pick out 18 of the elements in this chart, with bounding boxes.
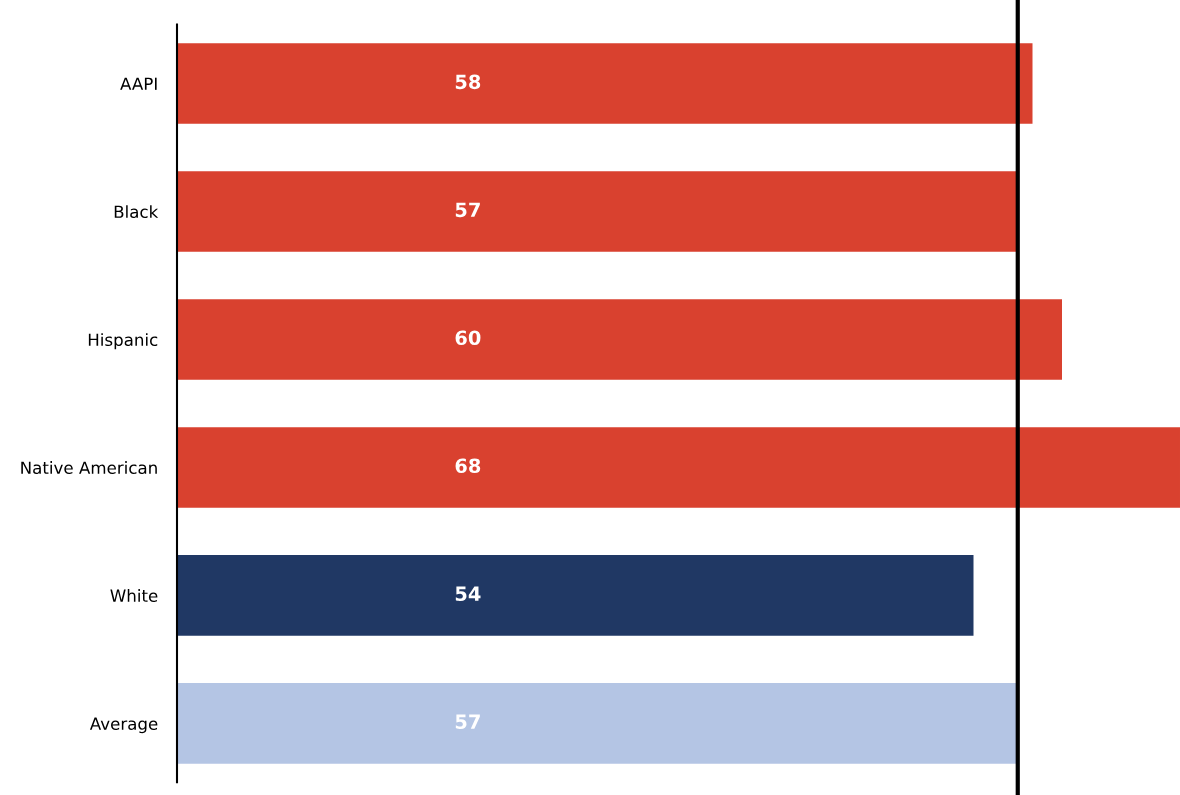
data-label: 57: [455, 714, 480, 730]
y-tick-label: AAPI: [120, 77, 157, 90]
data-label: 54: [455, 586, 481, 602]
data-label: 57: [455, 202, 480, 218]
data-label: 58: [455, 74, 481, 90]
bar: [177, 171, 1018, 252]
y-tick-label: Native American: [21, 461, 157, 475]
bar: [177, 683, 1018, 764]
data-label: 60: [455, 330, 481, 346]
data-label: 68: [455, 458, 481, 474]
bar: [177, 299, 1062, 380]
y-tick-label: White: [110, 589, 158, 602]
bar: [177, 555, 974, 636]
bar: [177, 43, 1033, 124]
y-tick-label: Hispanic: [88, 333, 158, 350]
y-tick-label: Average: [89, 717, 158, 734]
y-tick-label: Black: [114, 205, 159, 219]
bar: [177, 427, 1180, 508]
